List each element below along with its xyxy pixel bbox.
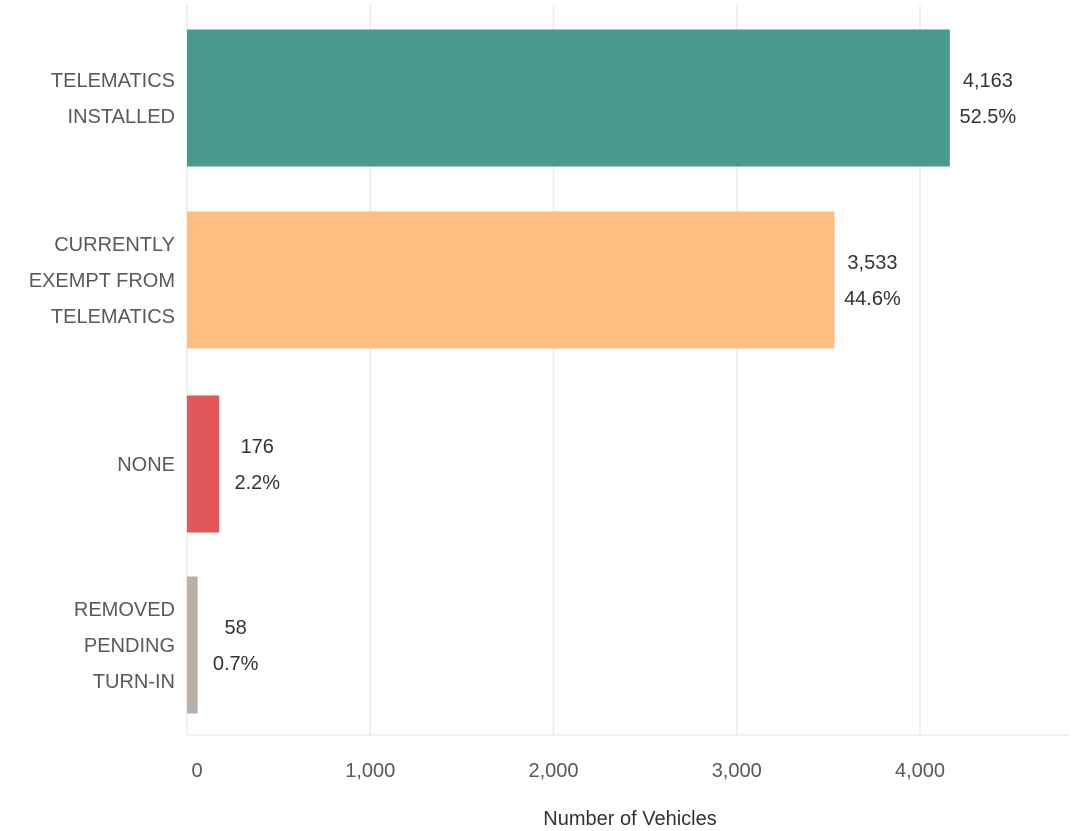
percent-label-0: 52.5%: [960, 106, 1017, 128]
value-label-1: 3,533: [847, 252, 897, 274]
value-label-3: 58: [225, 617, 247, 639]
x-tick-label-2: 2,000: [528, 760, 578, 782]
x-tick-label-4: 4,000: [895, 760, 945, 782]
labels: 0 1,000 2,000 3,000 4,000 TELEMATICS INSTALLED…: [29, 70, 1017, 782]
x-axis-title: Number of Vehicles: [543, 808, 716, 830]
category-label-3: REMOVED PENDING TURN-IN: [74, 599, 175, 693]
category-label-0: TELEMATICS INSTALLED: [51, 70, 175, 128]
x-tick-label-3: 3,000: [712, 760, 762, 782]
percent-label-1: 44.6%: [844, 288, 901, 310]
percent-label-3: 0.7%: [213, 653, 259, 675]
bars: [187, 29, 950, 714]
value-label-2: 176: [241, 436, 274, 458]
category-label-2: NONE: [117, 454, 175, 476]
category-label-1: CURRENTLY EXEMPT FROM TELEMATICS: [29, 234, 175, 328]
value-label-0: 4,163: [963, 70, 1013, 92]
percent-label-2: 2.2%: [234, 472, 280, 494]
bar-0: [187, 29, 950, 167]
x-tick-label-0: 0: [191, 760, 202, 782]
bar-3: [187, 576, 198, 714]
bar-2: [187, 395, 220, 533]
bar-1: [187, 211, 835, 349]
x-tick-label-1: 1,000: [345, 760, 395, 782]
